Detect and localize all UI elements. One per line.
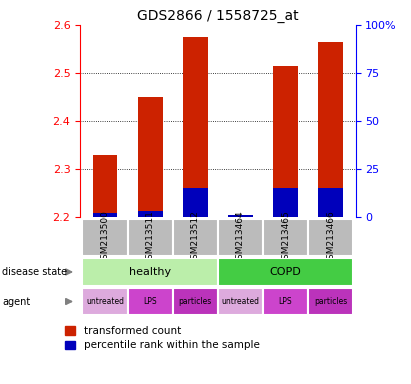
- Bar: [82, 219, 127, 256]
- Text: LPS: LPS: [143, 297, 157, 306]
- Bar: [138, 97, 162, 217]
- Text: GSM213464: GSM213464: [236, 210, 245, 265]
- Bar: [92, 213, 118, 217]
- Text: disease state: disease state: [2, 267, 67, 277]
- Bar: [127, 219, 173, 256]
- Bar: [82, 288, 127, 315]
- Bar: [263, 219, 308, 256]
- Text: LPS: LPS: [279, 297, 292, 306]
- Bar: [183, 37, 208, 217]
- Bar: [183, 188, 208, 217]
- Text: GSM213465: GSM213465: [281, 210, 290, 265]
- Bar: [308, 219, 353, 256]
- Text: untreated: untreated: [222, 297, 259, 306]
- Text: GSM213511: GSM213511: [145, 210, 155, 265]
- Bar: [173, 219, 218, 256]
- Text: COPD: COPD: [270, 267, 301, 277]
- Bar: [127, 288, 173, 315]
- Bar: [218, 258, 353, 286]
- Text: GSM213466: GSM213466: [326, 210, 335, 265]
- Text: particles: particles: [314, 297, 347, 306]
- Bar: [263, 288, 308, 315]
- Text: agent: agent: [2, 296, 30, 306]
- Bar: [273, 188, 298, 217]
- Bar: [318, 188, 343, 217]
- Bar: [138, 211, 162, 217]
- Bar: [218, 219, 263, 256]
- Text: untreated: untreated: [86, 297, 124, 306]
- Bar: [173, 288, 218, 315]
- Text: GSM213512: GSM213512: [191, 210, 200, 265]
- Bar: [228, 215, 253, 217]
- Title: GDS2866 / 1558725_at: GDS2866 / 1558725_at: [137, 8, 299, 23]
- Text: healthy: healthy: [129, 267, 171, 277]
- Bar: [218, 288, 263, 315]
- Bar: [92, 155, 118, 217]
- Bar: [308, 288, 353, 315]
- Text: particles: particles: [179, 297, 212, 306]
- Bar: [273, 66, 298, 217]
- Bar: [228, 215, 253, 217]
- Bar: [318, 42, 343, 217]
- Text: GSM213500: GSM213500: [100, 210, 109, 265]
- Bar: [82, 258, 218, 286]
- Legend: transformed count, percentile rank within the sample: transformed count, percentile rank withi…: [65, 326, 259, 351]
